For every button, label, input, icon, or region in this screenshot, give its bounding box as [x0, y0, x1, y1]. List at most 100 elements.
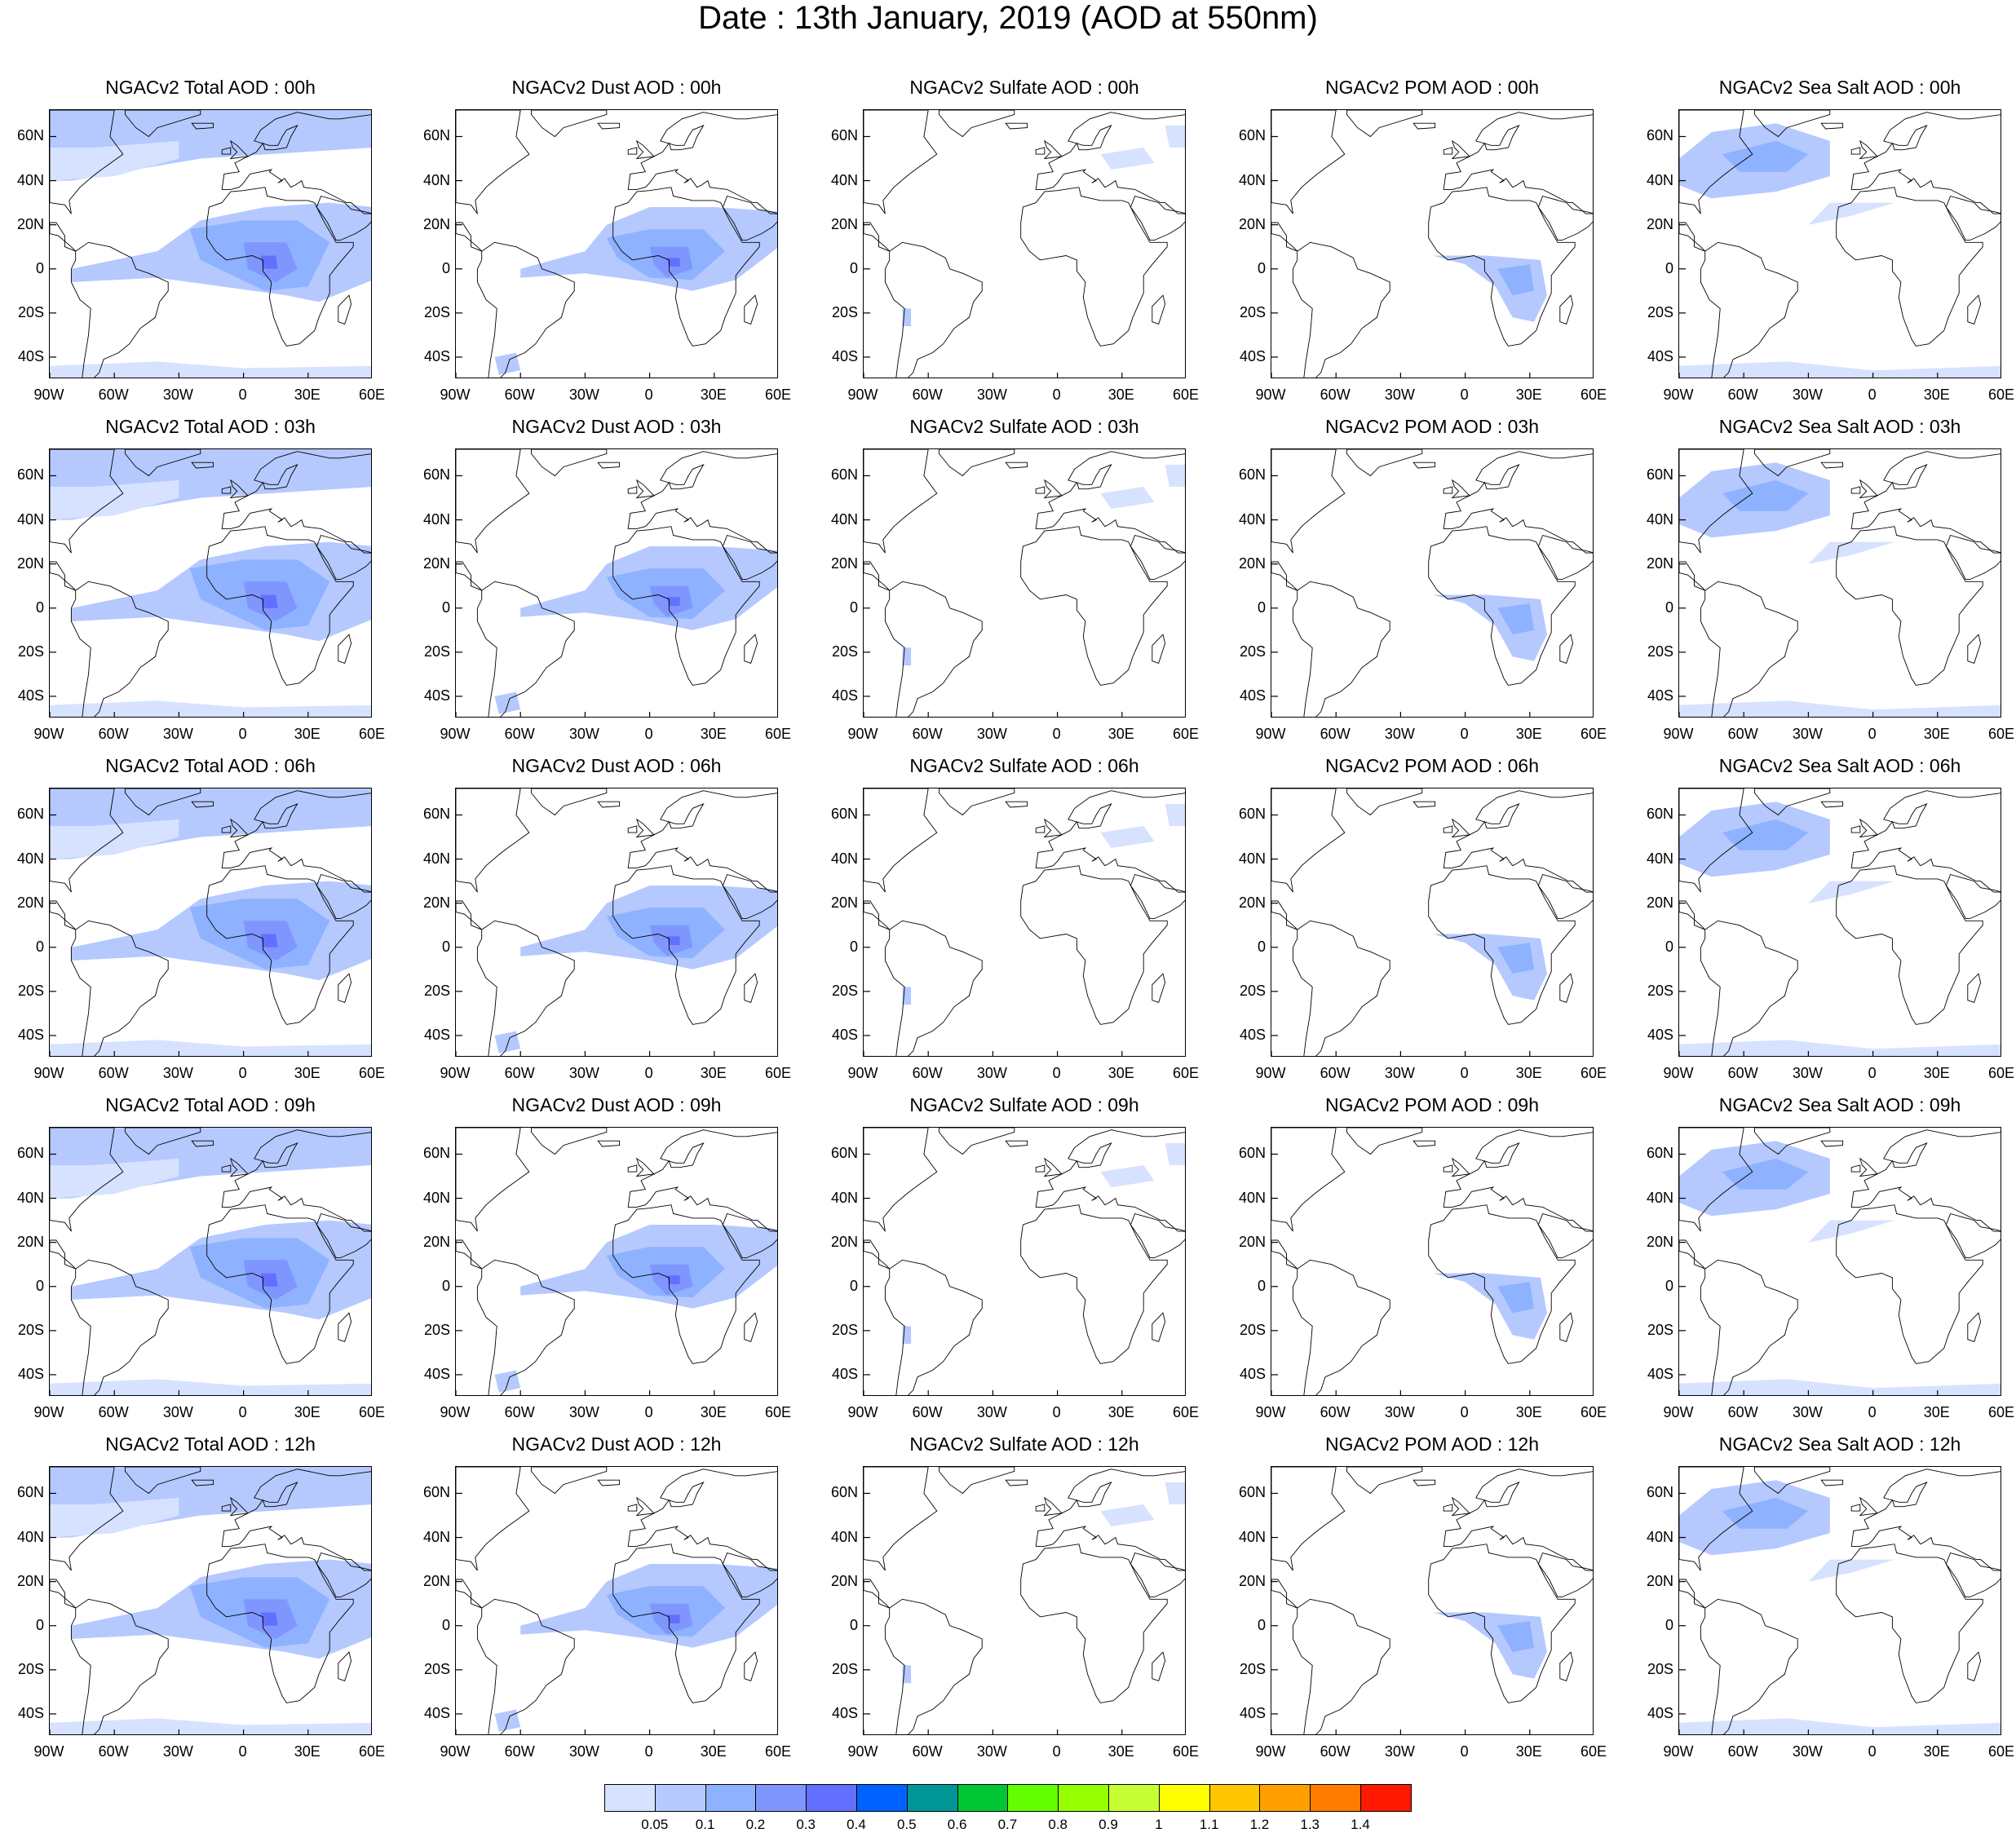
y-tick-label: 40N: [1238, 850, 1266, 867]
y-tick-label: 60N: [830, 806, 858, 823]
coastline: [1346, 449, 1423, 477]
x-tick-label: 30W: [976, 1404, 1007, 1420]
x-tick-label: 30E: [1107, 726, 1134, 742]
x-tick-label: 60W: [912, 1743, 943, 1760]
aod-map: [1271, 1127, 1594, 1396]
coastline: [1035, 1164, 1046, 1173]
x-tick-label: 60E: [764, 386, 792, 403]
panel-title: NGACv2 Dust AOD : 12h: [511, 1433, 722, 1455]
y-tick-label: 60N: [422, 806, 450, 823]
colorbar-label: 1: [1155, 1817, 1163, 1832]
map-panel: NGACv2 Dust AOD : 03h 60N 40N 20N 0 20S 40S 90W…: [423, 413, 791, 755]
y-tick-label: 20N: [830, 1233, 858, 1250]
aod-contour: [260, 1273, 278, 1287]
x-tick-label: 30W: [1792, 726, 1823, 742]
x-tick-label: 60E: [1987, 1743, 2015, 1760]
coastline: [1850, 486, 1861, 494]
panel-title: NGACv2 POM AOD : 06h: [1324, 755, 1540, 776]
coastline: [476, 241, 575, 378]
x-tick-label: 30W: [976, 1743, 1007, 1760]
coastline: [1559, 634, 1574, 664]
y-tick-label: 20N: [830, 554, 858, 572]
aod-contour: [260, 255, 278, 269]
coastline: [635, 479, 655, 499]
y-tick-label: 40S: [831, 687, 858, 704]
y-tick-label: 40S: [423, 1365, 450, 1382]
x-tick-label: 30E: [294, 386, 321, 403]
coastline: [530, 449, 608, 477]
colorbar-swatch: [957, 1784, 1009, 1812]
x-tick-label: 60E: [1987, 386, 2015, 403]
x-tick-label: 30W: [162, 386, 193, 403]
x-tick-label: 60E: [1580, 386, 1607, 403]
coastline: [1679, 449, 1753, 554]
coastline: [597, 1479, 621, 1486]
y-tick-label: 20N: [1238, 1572, 1266, 1589]
y-tick-label: 60N: [16, 1145, 44, 1162]
y-tick-label: 60N: [422, 466, 450, 484]
aod-contour: [1100, 1504, 1155, 1526]
y-tick-label: 40N: [830, 850, 858, 867]
colorbar-swatch: [654, 1784, 706, 1812]
y-tick-label: 0: [1257, 598, 1266, 616]
aod-contour: [1808, 541, 1894, 564]
coastline: [864, 1128, 938, 1232]
x-tick-label: 60W: [1320, 386, 1351, 403]
y-tick-label: 0: [849, 1616, 858, 1633]
y-tick-label: 0: [1665, 598, 1673, 616]
aod-contour: [1165, 464, 1185, 487]
aod-contour: [1497, 264, 1535, 296]
map-panel: NGACv2 Dust AOD : 00h 60N 40N 20N 0 20S 40S 90W…: [423, 73, 791, 416]
aod-contour: [1679, 1379, 2001, 1395]
coastline: [124, 1128, 201, 1155]
panel-title: NGACv2 Sulfate AOD : 12h: [909, 1433, 1139, 1455]
coastline: [1537, 1212, 1593, 1259]
coastline: [635, 818, 655, 838]
panel-title: NGACv2 POM AOD : 03h: [1324, 416, 1540, 437]
aod-contour: [1497, 943, 1535, 974]
x-tick-label: 60W: [1727, 1743, 1758, 1760]
coastline: [1850, 1164, 1861, 1173]
x-tick-label: 60W: [98, 1743, 129, 1760]
coastline: [744, 973, 758, 1003]
aod-map: [455, 1127, 778, 1396]
coastline: [1292, 1598, 1390, 1734]
coastline: [338, 973, 352, 1003]
y-tick-label: 40S: [17, 1365, 44, 1382]
x-tick-label: 30W: [568, 726, 599, 742]
aod-contour: [494, 1709, 521, 1732]
coastline: [221, 1469, 371, 1571]
aod-contour: [50, 1497, 179, 1538]
map-canvas: [864, 449, 1185, 717]
x-tick-label: 60W: [1727, 1404, 1758, 1420]
coastline: [1428, 1544, 1576, 1703]
coastline: [1559, 1312, 1574, 1342]
coastline: [1537, 1552, 1593, 1598]
x-tick-label: 30E: [294, 1743, 321, 1760]
x-tick-label: 0: [1868, 1065, 1877, 1081]
y-tick-label: 20N: [422, 554, 450, 572]
coastline: [1043, 139, 1063, 160]
coastline: [456, 900, 483, 930]
x-tick-label: 60W: [98, 1404, 129, 1420]
colorbar-label: 1.1: [1199, 1817, 1219, 1832]
aod-contour: [50, 1379, 371, 1395]
aod-contour: [1497, 603, 1535, 635]
coastline: [1537, 195, 1593, 241]
coastline: [1413, 462, 1436, 469]
x-tick-label: 60E: [1987, 1404, 2015, 1420]
coastline: [1043, 818, 1063, 838]
coastline: [1537, 873, 1593, 920]
x-tick-label: 0: [1052, 386, 1061, 403]
colorbar-label: 0.6: [947, 1817, 967, 1832]
y-tick-label: 60N: [422, 1145, 450, 1162]
y-tick-label: 40N: [1238, 171, 1266, 188]
y-tick-label: 20S: [1647, 982, 1673, 999]
y-tick-label: 0: [849, 1277, 858, 1294]
aod-contour: [50, 819, 179, 859]
coastline: [50, 900, 77, 930]
aod-contour: [1100, 487, 1155, 509]
y-tick-label: 40S: [1647, 1704, 1673, 1721]
y-tick-label: 0: [1665, 1616, 1673, 1633]
coastline: [1346, 110, 1423, 138]
